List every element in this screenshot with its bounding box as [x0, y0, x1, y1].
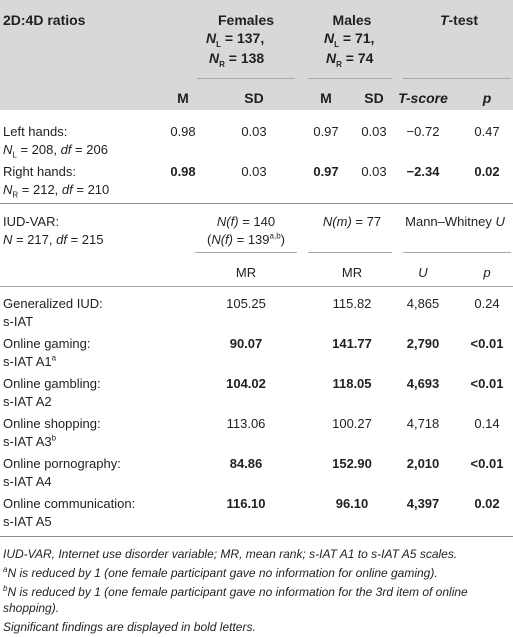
cell-mr-f: 113.06	[226, 416, 266, 431]
iud-f-rule	[195, 252, 297, 253]
cell-mr-m: 96.10	[335, 496, 369, 511]
section-divider	[0, 203, 513, 204]
row-sublabel: s-IAT A4	[3, 474, 52, 489]
cell-u: 4,397	[406, 496, 440, 511]
row-label: Online pornography:	[3, 456, 121, 471]
iud-u-rule	[403, 252, 511, 253]
cell-p: 0.14	[474, 416, 500, 431]
cell-f-sd: 0.03	[241, 164, 267, 179]
cell-p: <0.01	[470, 336, 504, 351]
cell-p: 0.24	[474, 296, 500, 311]
ttest-header-rule	[403, 78, 511, 79]
cell-m-m: 0.97	[313, 124, 339, 139]
col-m-females: M	[177, 90, 189, 106]
footnote-b-cont: shopping).	[3, 601, 60, 615]
cell-mr-m: 115.82	[332, 296, 372, 311]
cell-mr-m: 141.77	[332, 336, 372, 351]
cell-p: 0.02	[474, 496, 500, 511]
footnote-bold: Significant findings are displayed in bo…	[3, 620, 256, 634]
males-nr: NR = 74	[326, 50, 374, 69]
cell-m-sd: 0.03	[361, 124, 387, 139]
row-sublabel: s-IAT A1a	[3, 353, 57, 369]
females-header-rule	[197, 78, 295, 79]
cell-p: <0.01	[470, 456, 504, 471]
footnote-abbrev: IUD-VAR, Internet use disorder variable;…	[3, 547, 458, 561]
cell-mr-f: 104.02	[226, 376, 266, 391]
cell-m-m: 0.97	[313, 164, 339, 179]
cell-u: 2,010	[406, 456, 440, 471]
females-nr: NR = 138	[209, 50, 265, 69]
cell-mr-m: 152.90	[332, 456, 372, 471]
col-tscore: T-score	[398, 90, 448, 106]
col-sd-males: SD	[364, 90, 384, 106]
row-label: Online gambling:	[3, 376, 101, 391]
iud-nm: N(m) = 77	[322, 214, 382, 229]
males-header: Males	[332, 12, 372, 28]
cell-mr-m: 100.27	[332, 416, 372, 431]
table-title: 2D:4D ratios	[3, 12, 86, 28]
row-label: Generalized IUD:	[3, 296, 103, 311]
iud-label: IUD-VAR:	[3, 214, 60, 229]
cell-u: 4,693	[406, 376, 440, 391]
females-header: Females	[217, 12, 275, 28]
ttest-header: T-test	[439, 12, 479, 28]
iud-header-rule	[0, 286, 513, 287]
iud-mannwhitney: Mann–Whitney U	[405, 214, 505, 229]
col-p: p	[482, 90, 492, 106]
cell-p: 0.47	[474, 124, 500, 139]
iud-m-rule	[308, 252, 392, 253]
cell-f-sd: 0.03	[241, 124, 267, 139]
cell-f-m: 0.98	[170, 124, 196, 139]
cell-t: −0.72	[406, 124, 440, 139]
row-sublabel: s-IAT A3b	[3, 433, 57, 449]
row-label: Online communication:	[3, 496, 136, 511]
col-m-males: M	[320, 90, 332, 106]
row-sublabel: s-IAT	[3, 314, 34, 329]
table-header-band	[0, 0, 513, 110]
cell-p: <0.01	[470, 376, 504, 391]
cell-m-sd: 0.03	[361, 164, 387, 179]
row-label: Online shopping:	[3, 416, 101, 431]
males-header-rule	[308, 78, 392, 79]
females-nl: NL = 137,	[206, 30, 265, 49]
row-sublabel: s-IAT A5	[3, 514, 52, 529]
row-label: Left hands:	[3, 124, 68, 139]
row-sublabel: NR = 212, df = 210	[3, 182, 110, 200]
col-p2: p	[483, 265, 491, 280]
cell-mr-f: 84.86	[229, 456, 263, 471]
col-sd-females: SD	[244, 90, 264, 106]
row-sublabel: NL = 208, df = 206	[3, 142, 108, 160]
row-label: Online gaming:	[3, 336, 91, 351]
iud-sublabel: N = 217, df = 215	[3, 232, 104, 247]
cell-u: 4,865	[406, 296, 440, 311]
cell-mr-m: 118.05	[332, 376, 372, 391]
cell-p: 0.02	[474, 164, 500, 179]
row-sublabel: s-IAT A2	[3, 394, 52, 409]
footnote-a: aN is reduced by 1 (one female participa…	[3, 565, 438, 581]
col-mr-males: MR	[341, 265, 363, 280]
iud-nf: N(f) = 140	[216, 214, 276, 229]
cell-f-m: 0.98	[170, 164, 196, 179]
col-u: U	[418, 265, 428, 280]
row-label: Right hands:	[3, 164, 76, 179]
col-mr-females: MR	[235, 265, 257, 280]
cell-mr-f: 105.25	[226, 296, 266, 311]
table-bottom-rule	[0, 536, 513, 537]
cell-t: −2.34	[406, 164, 440, 179]
cell-mr-f: 90.07	[229, 336, 263, 351]
cell-u: 2,790	[406, 336, 440, 351]
cell-mr-f: 116.10	[226, 496, 266, 511]
males-nl: NL = 71,	[324, 30, 375, 49]
cell-u: 4,718	[406, 416, 440, 431]
iud-nf-reduced: (N(f) = 139a,b)	[207, 231, 285, 247]
footnote-b: bN is reduced by 1 (one female participa…	[3, 584, 468, 600]
